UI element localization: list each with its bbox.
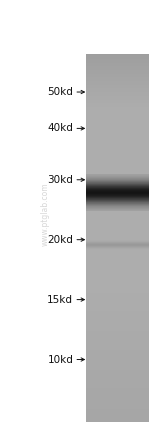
Text: 40kd: 40kd bbox=[47, 123, 73, 134]
Text: 50kd: 50kd bbox=[47, 87, 73, 97]
Text: 15kd: 15kd bbox=[47, 294, 73, 305]
Text: 20kd: 20kd bbox=[47, 235, 73, 245]
Text: www.ptglab.com: www.ptglab.com bbox=[40, 182, 50, 246]
Text: 30kd: 30kd bbox=[47, 175, 73, 185]
Text: 10kd: 10kd bbox=[47, 354, 73, 365]
